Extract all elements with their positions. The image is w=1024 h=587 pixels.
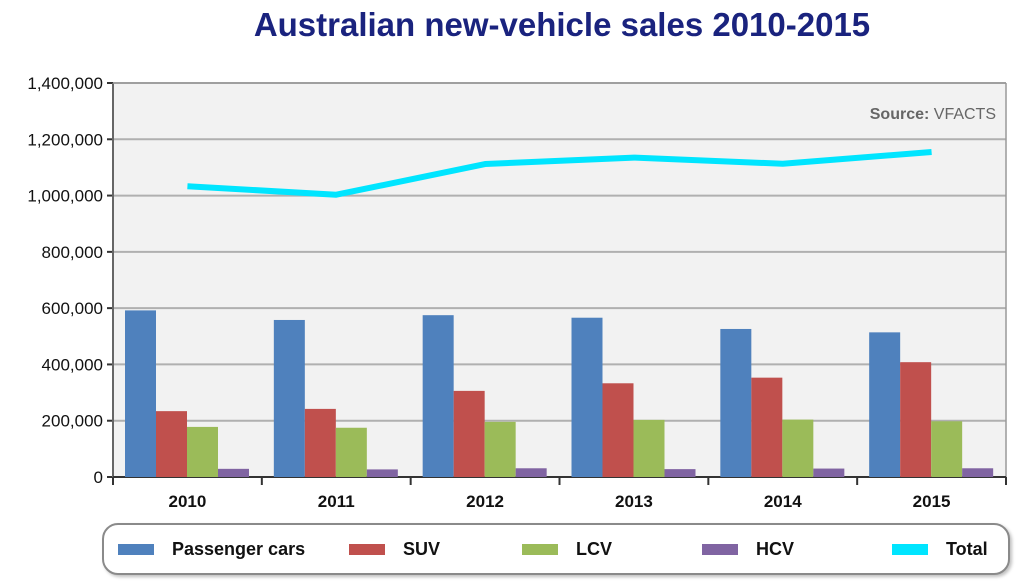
bar-passenger-cars [422,315,454,477]
line-total [187,148,932,198]
x-tick-label: 2013 [615,492,653,511]
y-tick-label: 800,000 [42,243,103,262]
bar-lcv [633,419,665,477]
bar-lcv [782,419,814,477]
bar-lcv [335,427,367,477]
bar-suv [900,362,932,477]
bar-suv [304,408,336,477]
x-tick-label: 2012 [466,492,504,511]
bar-suv [156,411,187,477]
y-tick-label: 0 [94,468,103,487]
x-tick-label: 2014 [764,492,802,511]
chart-area: 0 200,000 400,000 600,000 800,000 1,000,000 1,… [27,74,1007,511]
legend: Passenger cars SUV LCV HCV Total [102,523,1010,575]
y-tick-label: 400,000 [42,355,103,374]
bar-suv [453,390,485,477]
legend-label: Total [946,538,988,559]
y-tick-label: 1,200,000 [27,130,103,149]
chart-title: Australian new-vehicle sales 2010-2015 [253,6,871,43]
plot-background [113,83,1006,477]
x-tick-label: 2010 [169,492,207,511]
bar-hcv [218,468,249,477]
bar-hcv [366,469,398,477]
legend-swatch [702,543,738,555]
legend-item: Passenger cars [118,525,305,573]
legend-label: SUV [403,538,441,559]
bar-suv [751,377,783,477]
legend-label: HCV [756,538,795,559]
y-tick-label: 600,000 [42,299,103,318]
legend-swatch [522,543,558,555]
legend-item: LCV [522,525,612,573]
y-tick-label: 200,000 [42,412,103,431]
y-tick-label: 1,000,000 [27,187,103,206]
legend-label: LCV [576,538,612,559]
source-value: VFACTS [934,106,996,123]
source-annotation: Source: VFACTS [870,106,996,123]
bar-hcv [962,468,994,477]
bar-lcv [931,421,963,477]
legend-item: Total [892,525,988,573]
legend-label: Passenger cars [172,538,306,559]
x-tick-label: 2015 [913,492,951,511]
bar-passenger-cars [571,317,603,477]
bar-passenger-cars [273,319,305,477]
bar-passenger-cars [125,310,156,477]
bar-hcv [813,468,845,477]
legend-swatch [349,543,385,555]
legend-item: SUV [349,525,440,573]
legend-swatch [118,543,154,555]
legend-item: HCV [702,525,794,573]
bar-passenger-cars [869,332,901,477]
bar-passenger-cars [720,328,752,477]
bar-hcv [515,468,547,477]
bar-lcv [187,426,218,477]
bar-lcv [484,421,516,477]
source-label: Source: [870,106,934,123]
legend-swatch [892,543,928,555]
y-tick-label: 1,400,000 [27,74,103,93]
bar-hcv [664,469,696,477]
bar-suv [602,383,634,477]
x-tick-label: 2011 [318,492,355,511]
